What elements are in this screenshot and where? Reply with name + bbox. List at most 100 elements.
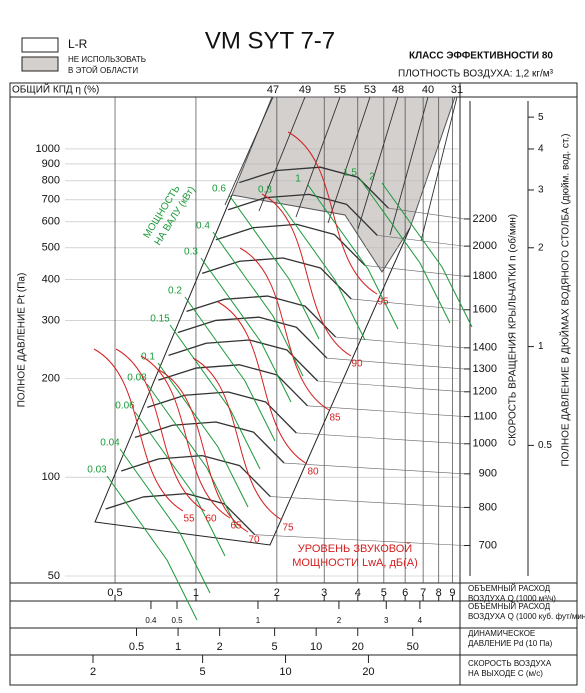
- legend-label: НЕ ИСПОЛЬЗОВАТЬ: [68, 55, 146, 64]
- y-tick-label: 200: [42, 372, 60, 384]
- speed-curve: [158, 364, 308, 407]
- power-line: [169, 324, 261, 470]
- x-tick-label: 1: [175, 641, 181, 653]
- y-tick-label: 300: [42, 314, 60, 326]
- speed-leader: [296, 432, 465, 445]
- speed-curve: [134, 421, 285, 464]
- power-label: 0.1: [141, 352, 155, 363]
- x-axis-label: ОБЪЕМНЫЙ РАСХОД: [468, 602, 551, 611]
- efficiency-line: [420, 96, 458, 242]
- y-tick-label: 400: [42, 273, 60, 285]
- y2-axis-label: ПОЛНОЕ ДАВЛЕНИЕ В ДЮЙМАХ ВОДЯНОГО СТОЛБА…: [559, 134, 572, 467]
- x-axis-label: ДАВЛЕНИЕ Pd (10 Па): [468, 639, 553, 648]
- y2-tick-label: 1: [538, 341, 544, 352]
- speed-curve: [177, 316, 328, 359]
- x-tick-label: 3: [321, 587, 327, 599]
- speed-axis-label: СКОРОСТЬ ВРАЩЕНИЯ КРЫЛЬЧАТКИ n (об/мин): [507, 214, 519, 446]
- efficiency-label: ОБЩИЙ КПД η (%): [12, 83, 99, 96]
- x-tick-label: 4: [418, 616, 423, 625]
- efficiency-line: [357, 96, 399, 230]
- speed-leader: [377, 235, 465, 247]
- x-tick-label: 5: [272, 641, 278, 653]
- power-line: [184, 296, 276, 442]
- x-tick-label: 2: [337, 616, 342, 625]
- x-tick-label: 10: [279, 666, 291, 678]
- legend-swatch: [21, 56, 59, 72]
- sound-line: [239, 247, 330, 411]
- sound-label: 85: [329, 413, 341, 424]
- x-axis-label: ВОЗДУХА Q (1000 м³/ч): [468, 594, 556, 603]
- y-tick-label: 500: [42, 242, 60, 254]
- x-tick-label: 4: [355, 587, 361, 599]
- speed-tick-label: 1100: [473, 411, 497, 423]
- air-density: ПЛОТНОСТЬ ВОЗДУХА: 1,2 кг/м³: [398, 69, 554, 80]
- x-tick-label: 0.5: [129, 641, 144, 653]
- efficiency-line: [295, 96, 341, 218]
- x-tick-label: 5: [200, 666, 206, 678]
- power-label: 2: [369, 172, 375, 183]
- power-line: [274, 195, 366, 341]
- speed-tick-label: 1400: [473, 342, 497, 354]
- y2-tick-label: 4: [538, 144, 544, 155]
- x-tick-label: 7: [420, 587, 426, 599]
- power-label: 1: [295, 174, 301, 185]
- y-tick-label: 1000: [36, 143, 60, 155]
- legend-swatch: [21, 37, 59, 53]
- outer-frame: [9, 82, 578, 686]
- speed-leader: [284, 462, 465, 475]
- y2-tick-label: 0.5: [538, 440, 552, 451]
- power-line: [119, 448, 211, 594]
- legend-label: В ЭТОЙ ОБЛАСТИ: [68, 66, 138, 75]
- speed-leader: [270, 496, 465, 508]
- power-line: [106, 475, 198, 621]
- efficiency-line: [327, 96, 371, 224]
- x-tick-label: 50: [407, 641, 419, 653]
- sound-label: 90: [351, 359, 363, 370]
- efficiency-label: 55: [334, 84, 346, 96]
- x-tick-label: 0.5: [107, 587, 122, 599]
- y2-tick-label: 3: [538, 185, 544, 196]
- efficiency-label: 31: [451, 84, 463, 96]
- speed-tick-label: 1300: [473, 363, 497, 375]
- efficiency-label: 48: [392, 84, 404, 96]
- x-tick-label: 20: [352, 641, 364, 653]
- power-label: 0.15: [150, 314, 170, 325]
- x-tick-label: 20: [362, 666, 374, 678]
- power-label: 0.4: [196, 221, 210, 232]
- legend-label: L-R: [68, 37, 88, 51]
- sound-label: 65: [230, 521, 242, 532]
- speed-leader: [364, 265, 465, 277]
- sound-line: [140, 355, 231, 519]
- efficiency-label: 49: [299, 84, 311, 96]
- power-label: 0.6: [212, 184, 226, 195]
- speed-curve: [215, 223, 366, 266]
- efficiency-line: [224, 96, 274, 206]
- power-line: [146, 383, 238, 529]
- y-tick-label: 700: [42, 194, 60, 206]
- x-tick-label: 5: [381, 587, 387, 599]
- region-outline: [94, 194, 411, 546]
- sound-line: [93, 348, 184, 512]
- sound-line: [192, 357, 283, 521]
- power-label: 0.8: [258, 185, 272, 196]
- x-axis-label: НА ВЫХОДЕ C (м/с): [468, 669, 543, 678]
- x-tick-label: 8: [436, 587, 442, 599]
- speed-tick-label: 2000: [473, 240, 497, 252]
- x-tick-label: 1: [193, 587, 199, 599]
- sound-label: 70: [248, 535, 260, 546]
- y2-tick-label: 2: [538, 242, 544, 253]
- sound-line: [217, 301, 308, 465]
- speed-tick-label: 1600: [473, 304, 497, 316]
- speed-tick-label: 2200: [473, 213, 497, 225]
- power-label: 1.5: [343, 168, 357, 179]
- speed-tick-label: 800: [479, 501, 497, 513]
- sound-label: 80: [307, 467, 319, 478]
- efficiency-line: [389, 96, 429, 236]
- efficiency-class: КЛАСС ЭФФЕКТИВНОСТИ 80: [409, 51, 553, 62]
- power-label: 0.03: [87, 465, 107, 476]
- efficiency-label: 47: [267, 84, 279, 96]
- efficiency-label: 40: [422, 84, 434, 96]
- x-tick-label: 0.5: [171, 616, 183, 625]
- x-tick-label: 2: [90, 666, 96, 678]
